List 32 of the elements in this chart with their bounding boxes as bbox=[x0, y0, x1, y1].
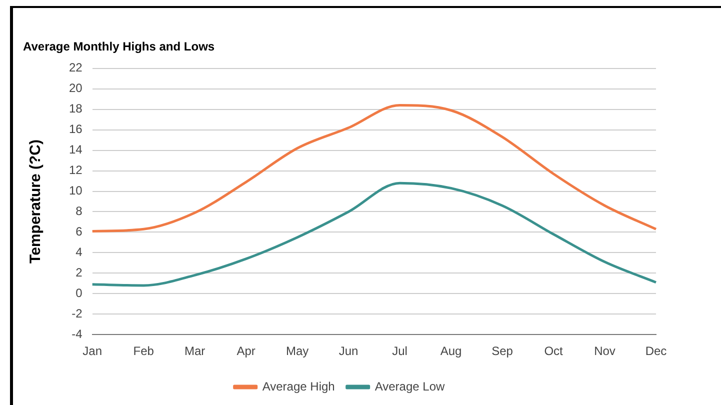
legend-label: Average Low bbox=[374, 379, 445, 394]
x-tick-label: Mar bbox=[184, 344, 206, 358]
x-tick-label: Aug bbox=[440, 344, 462, 358]
y-tick-label: 6 bbox=[76, 224, 83, 239]
y-tick-label: 10 bbox=[68, 184, 83, 198]
x-tick-label: Oct bbox=[544, 344, 564, 358]
line-series bbox=[91, 182, 658, 287]
y-tick-label: 18 bbox=[68, 102, 83, 116]
x-tick-label: Jan bbox=[82, 344, 102, 358]
y-tick-label: 12 bbox=[68, 163, 83, 178]
y-tick-label: 4 bbox=[76, 245, 83, 260]
y-tick-label: -4 bbox=[72, 326, 83, 341]
y-tick-label: 2 bbox=[76, 265, 83, 280]
y-tick-label: 0 bbox=[76, 286, 83, 300]
chart-title: Average Monthly Highs and Lows bbox=[23, 40, 215, 54]
legend-label: Average High bbox=[262, 379, 335, 394]
y-tick-label: 20 bbox=[68, 81, 83, 96]
x-tick-label: Nov bbox=[594, 344, 616, 358]
y-axis-title: Temperature (?C) bbox=[27, 140, 44, 264]
y-tick-label: 8 bbox=[76, 204, 83, 218]
x-tick-label: Jul bbox=[392, 344, 408, 358]
y-tick-label: 16 bbox=[68, 122, 83, 136]
line-series bbox=[91, 104, 658, 232]
x-tick-label: Feb bbox=[133, 344, 154, 358]
x-tick-label: Sep bbox=[492, 344, 514, 358]
x-tick-label: May bbox=[286, 344, 309, 358]
x-tick-label: Apr bbox=[236, 344, 256, 358]
y-tick-label: -2 bbox=[72, 306, 83, 320]
x-tick-label: Dec bbox=[645, 344, 667, 358]
y-tick-label: 14 bbox=[68, 142, 83, 157]
y-tick-label: 22 bbox=[68, 60, 83, 75]
x-tick-label: Jun bbox=[338, 344, 358, 358]
